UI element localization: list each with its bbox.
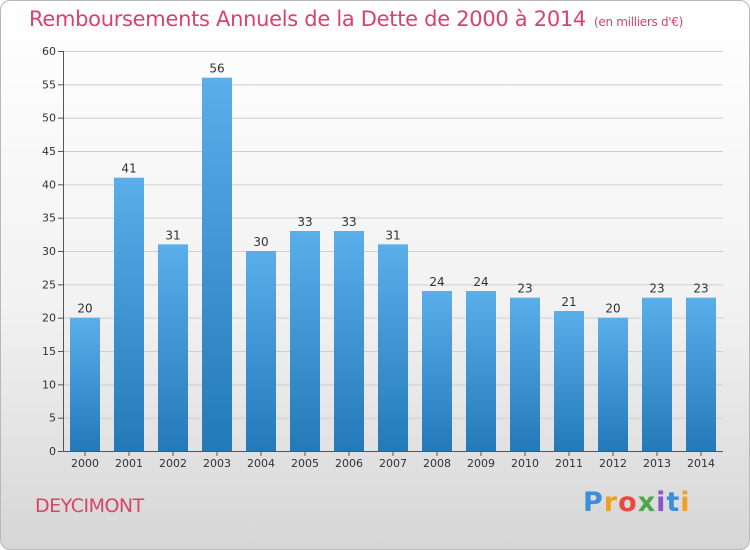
axes (58, 51, 723, 456)
y-tick-label: 5 (49, 412, 56, 425)
x-tick-labels: 2000 2001 2002 2003 2004 2005 2006 2007 2008 2009… (71, 457, 715, 470)
x-tick-label-2011: 2011 (555, 457, 583, 470)
y-tick-labels: 0 5 10 15 20 25 30 35 40 45 50 55 60 (42, 45, 56, 458)
logo-letter: P (583, 487, 604, 518)
proxiti-logo: Proxiti (583, 487, 691, 518)
y-tick-label: 60 (42, 45, 56, 58)
x-tick-label-2002: 2002 (159, 457, 187, 470)
city-name: DEYCIMONT (35, 495, 144, 517)
bar-2005 (290, 231, 320, 451)
value-label-2002: 31 (165, 228, 180, 242)
x-tick-label-2004: 2004 (247, 457, 275, 470)
y-tick-label: 10 (42, 378, 56, 391)
logo-letter: r (603, 487, 619, 518)
value-label-2007: 31 (385, 228, 400, 242)
x-tick-label-2003: 2003 (203, 457, 231, 470)
x-tick-label-2001: 2001 (115, 457, 143, 470)
y-tick-label: 40 (42, 178, 56, 191)
x-tick-label-2005: 2005 (291, 457, 319, 470)
bar-2007 (378, 244, 408, 451)
x-tick-label-2007: 2007 (379, 457, 407, 470)
title-unit: (en milliers d'€) (594, 15, 684, 29)
y-tick-label: 50 (42, 112, 56, 125)
bar-2006 (334, 231, 364, 451)
x-tick-label-2008: 2008 (423, 457, 451, 470)
value-label-2000: 20 (77, 302, 92, 316)
bar-2009 (466, 291, 496, 451)
value-label-2004: 30 (253, 235, 268, 249)
bar-2014 (686, 297, 716, 451)
value-label-2005: 33 (297, 215, 312, 229)
bar-2002 (158, 244, 188, 451)
bars (70, 77, 716, 452)
y-tick-label: 25 (42, 278, 56, 291)
y-tick-label: 35 (42, 212, 56, 225)
logo-letter: i (680, 487, 691, 518)
bar-2003 (202, 77, 232, 452)
value-label-2013: 23 (649, 282, 664, 296)
value-label-2010: 23 (517, 282, 532, 296)
value-label-2012: 20 (605, 302, 620, 316)
x-tick-label-2010: 2010 (511, 457, 539, 470)
value-label-2009: 24 (473, 275, 488, 289)
y-tick-label: 45 (42, 145, 56, 158)
bar-2008 (422, 291, 452, 451)
logo-letter: o (618, 487, 638, 518)
y-tick-label: 0 (49, 445, 56, 458)
x-tick-label-2000: 2000 (71, 457, 99, 470)
x-tick-label-2014: 2014 (687, 457, 715, 470)
value-label-2003: 56 (209, 62, 224, 76)
bar-2001 (114, 177, 144, 451)
value-labels: 20 41 31 56 30 33 33 31 24 24 23 21 20 23 23 (77, 62, 708, 316)
logo-letter: i (656, 487, 667, 518)
chart-title: Remboursements Annuels de la Dette de 20… (29, 7, 683, 31)
y-tick-label: 30 (42, 245, 56, 258)
title-text: Remboursements Annuels de la Dette de 20… (29, 7, 586, 31)
bar-2004 (246, 251, 276, 451)
logo-letter: t (666, 487, 681, 518)
bar-2011 (554, 311, 584, 451)
value-label-2006: 33 (341, 215, 356, 229)
x-tick-label-2006: 2006 (335, 457, 363, 470)
bar-2012 (598, 317, 628, 451)
x-tick-label-2012: 2012 (599, 457, 627, 470)
value-label-2011: 21 (561, 295, 576, 309)
x-tick-label-2009: 2009 (467, 457, 495, 470)
logo-letter: x (637, 487, 657, 518)
value-label-2014: 23 (693, 282, 708, 296)
value-label-2008: 24 (429, 275, 444, 289)
bar-2013 (642, 297, 672, 451)
y-tick-label: 55 (42, 78, 56, 91)
bar-2000 (70, 317, 100, 451)
bar-2010 (510, 297, 540, 451)
x-tick-label-2013: 2013 (643, 457, 671, 470)
y-tick-label: 20 (42, 312, 56, 325)
value-label-2001: 41 (121, 162, 136, 176)
y-tick-label: 15 (42, 345, 56, 358)
